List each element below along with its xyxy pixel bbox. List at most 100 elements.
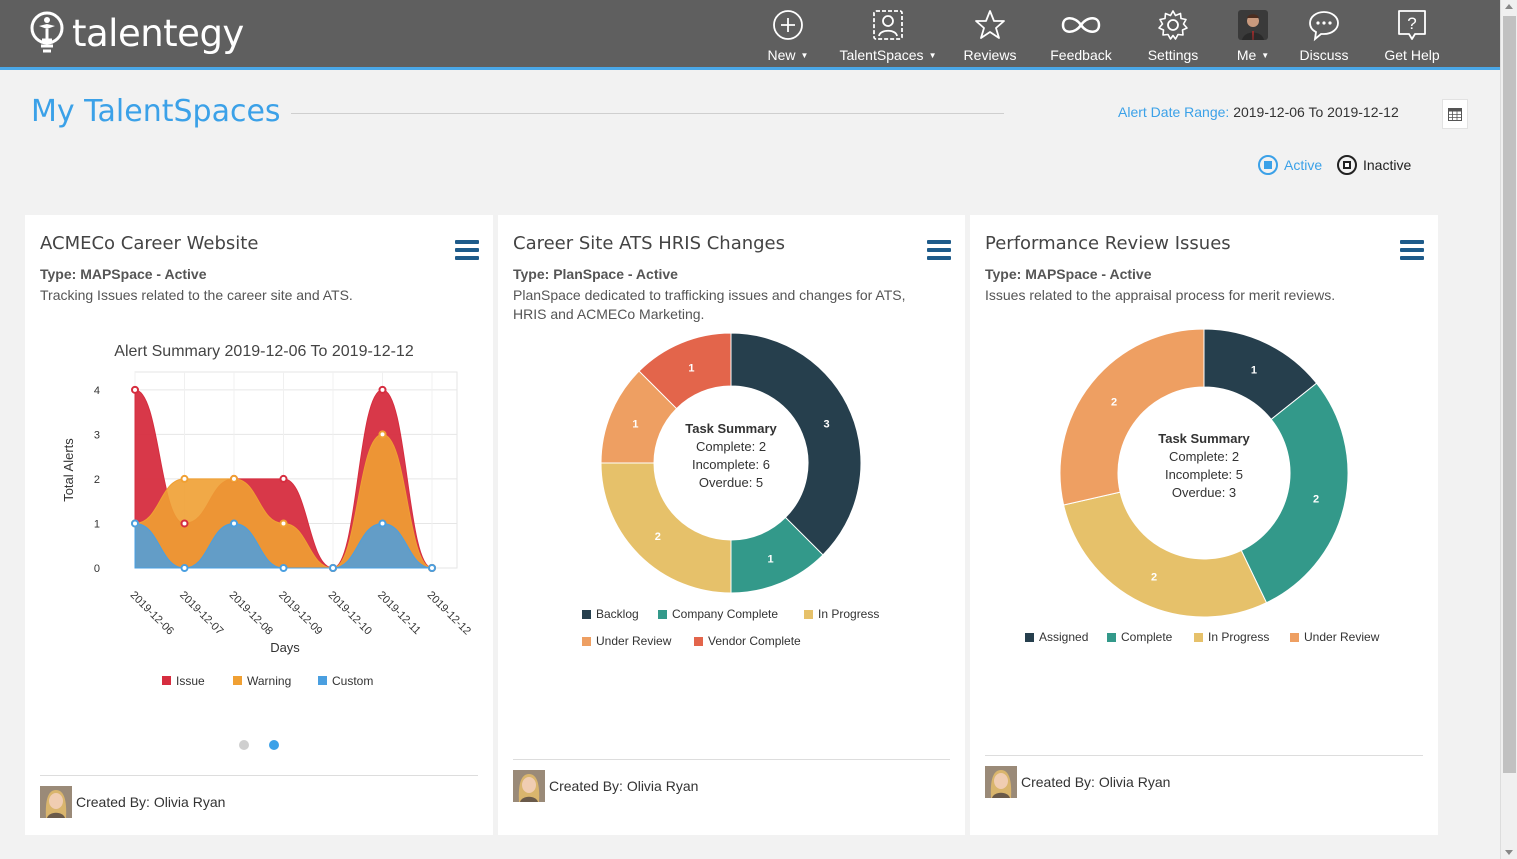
y-tick-label: 2 (94, 474, 100, 486)
legend-item-backlog[interactable]: Backlog (582, 607, 639, 621)
legend-swatch (233, 676, 242, 685)
donut-slice-under-review (1059, 328, 1205, 506)
donut-slice-backlog (730, 332, 862, 556)
nav-new[interactable]: New ▼ (764, 0, 812, 67)
talentspace-card-acmeco-career-website[interactable]: ACMECo Career Website Type: MAPSpace - A… (25, 215, 493, 835)
x-tick-label: 2019-12-12 (425, 589, 473, 637)
page-scrollbar[interactable] (1500, 0, 1517, 859)
nav-me[interactable]: Me ▼ (1228, 0, 1278, 67)
y-tick-label: 3 (94, 429, 100, 441)
x-axis-label: Days (270, 640, 300, 655)
created-by-text: Created By: Olivia Ryan (1021, 774, 1171, 790)
slice-value-label: 2 (1151, 572, 1157, 584)
slice-value-label: 1 (688, 362, 694, 374)
legend-item-complete[interactable]: Complete (1107, 630, 1172, 644)
data-point-custom (428, 564, 436, 572)
y-axis-label: Total Alerts (61, 438, 76, 502)
nav-reviews-label: Reviews (963, 47, 1017, 63)
data-point-custom (230, 519, 238, 528)
task-summary-donut-chart: 1 2 2 2 Task Summary Complete: 2 Incomplete: 5… (1059, 328, 1349, 618)
filter-active-radio[interactable]: Active (1258, 155, 1322, 175)
legend-item-company-complete[interactable]: Company Complete (658, 607, 778, 621)
avatar (985, 766, 1017, 798)
y-tick-label: 4 (94, 385, 100, 397)
data-point-warning (230, 474, 238, 483)
donut-center-title: Task Summary (685, 421, 777, 436)
radio-unselected-icon (1337, 155, 1357, 175)
date-range-button[interactable] (1442, 99, 1468, 129)
nav-settings[interactable]: Settings (1144, 0, 1202, 67)
top-nav-bar: talentegy New ▼ TalentSpaces ▼ Reviews Fee… (0, 0, 1500, 67)
scroll-down-arrow-icon[interactable] (1505, 850, 1513, 855)
topbar-accent-line (0, 67, 1500, 70)
star-icon (975, 10, 1005, 39)
card-menu-button[interactable] (927, 240, 951, 260)
legend-item-in-progress[interactable]: In Progress (804, 607, 879, 621)
nav-feedback[interactable]: Feedback (1048, 0, 1114, 67)
slice-value-label: 1 (632, 418, 638, 430)
plus-circle-icon (773, 10, 803, 40)
created-by-text: Created By: Olivia Ryan (549, 778, 699, 794)
scroll-up-arrow-icon[interactable] (1505, 4, 1513, 9)
legend-swatch (804, 609, 813, 619)
legend-label-warning: Warning (247, 674, 291, 688)
title-divider (291, 113, 1004, 114)
legend-item-in-progress[interactable]: In Progress (1194, 630, 1269, 644)
legend-swatch (318, 676, 327, 685)
card-creator: Created By: Olivia Ryan (985, 766, 1170, 798)
legend-label-custom: Custom (332, 674, 373, 688)
slice-value-label: 2 (655, 531, 661, 543)
legend-swatch (658, 609, 667, 619)
nav-get-help-label: Get Help (1384, 47, 1440, 63)
legend-label: Complete (1121, 630, 1173, 644)
nav-reviews[interactable]: Reviews (962, 0, 1018, 67)
legend-item-under-review[interactable]: Under Review (1290, 630, 1379, 644)
card-menu-button[interactable] (455, 240, 479, 260)
slice-value-label: 2 (1111, 396, 1117, 408)
legend-item-vendor-complete[interactable]: Vendor Complete (694, 634, 801, 648)
legend-label: Vendor Complete (708, 634, 801, 648)
card-description: Issues related to the appraisal process … (985, 287, 1336, 303)
talentspace-card-career-site-ats-hris-changes[interactable]: Career Site ATS HRIS Changes Type: PlanS… (498, 215, 965, 835)
card-menu-button[interactable] (1400, 240, 1424, 260)
nav-feedback-label: Feedback (1050, 47, 1112, 63)
nav-discuss[interactable]: Discuss (1296, 0, 1352, 67)
nav-talentspaces[interactable]: TalentSpaces ▼ (836, 0, 940, 67)
donut-legend: Backlog Company Complete In Progress Under … (498, 605, 965, 648)
bulb-logo-icon (30, 11, 64, 53)
card-type: Type: PlanSpace - Active (513, 266, 678, 282)
nav-get-help[interactable]: ? Get Help (1380, 0, 1444, 67)
logo-text: talentegy (72, 11, 244, 55)
card-title: Performance Review Issues (985, 233, 1231, 254)
calendar-icon (1448, 108, 1462, 121)
donut-center-line: Complete: 2 (1169, 449, 1239, 464)
x-tick-label: 2019-12-11 (375, 589, 423, 637)
data-point-custom (378, 519, 387, 528)
data-point-custom (329, 564, 337, 572)
card-type: Type: MAPSpace - Active (985, 266, 1152, 282)
slice-value-label: 2 (1313, 494, 1319, 506)
logo[interactable]: talentegy (28, 8, 244, 58)
donut-center-line: Overdue: 3 (1172, 485, 1236, 500)
carousel-dot-1[interactable] (239, 740, 249, 750)
legend-swatch (162, 676, 171, 685)
filter-inactive-radio[interactable]: Inactive (1337, 155, 1411, 175)
slice-value-label: 1 (768, 554, 774, 566)
data-point-custom (180, 564, 189, 572)
donut-slice-in-progress (1063, 491, 1268, 618)
talentspace-card-performance-review-issues[interactable]: Performance Review Issues Type: MAPSpace… (970, 215, 1438, 835)
nav-new-label: New ▼ (767, 47, 809, 63)
legend-label: Company Complete (672, 607, 779, 621)
carousel-dot-2[interactable] (269, 740, 279, 750)
donut-slice-vendor-complete (638, 332, 732, 410)
legend-item-under-review[interactable]: Under Review (582, 634, 671, 648)
nav-me-label: Me ▼ (1236, 47, 1270, 63)
legend-swatch (1194, 632, 1203, 642)
scroll-thumb[interactable] (1503, 16, 1516, 773)
data-point-warning (378, 430, 387, 439)
card-footer-divider (985, 755, 1423, 756)
created-by-text: Created By: Olivia Ryan (76, 794, 226, 810)
user-badge-icon (873, 10, 903, 40)
alert-summary-chart: Alert Summary 2019-12-06 To 2019-12-12 0 1… (61, 343, 473, 688)
legend-item-assigned[interactable]: Assigned (1025, 630, 1088, 644)
